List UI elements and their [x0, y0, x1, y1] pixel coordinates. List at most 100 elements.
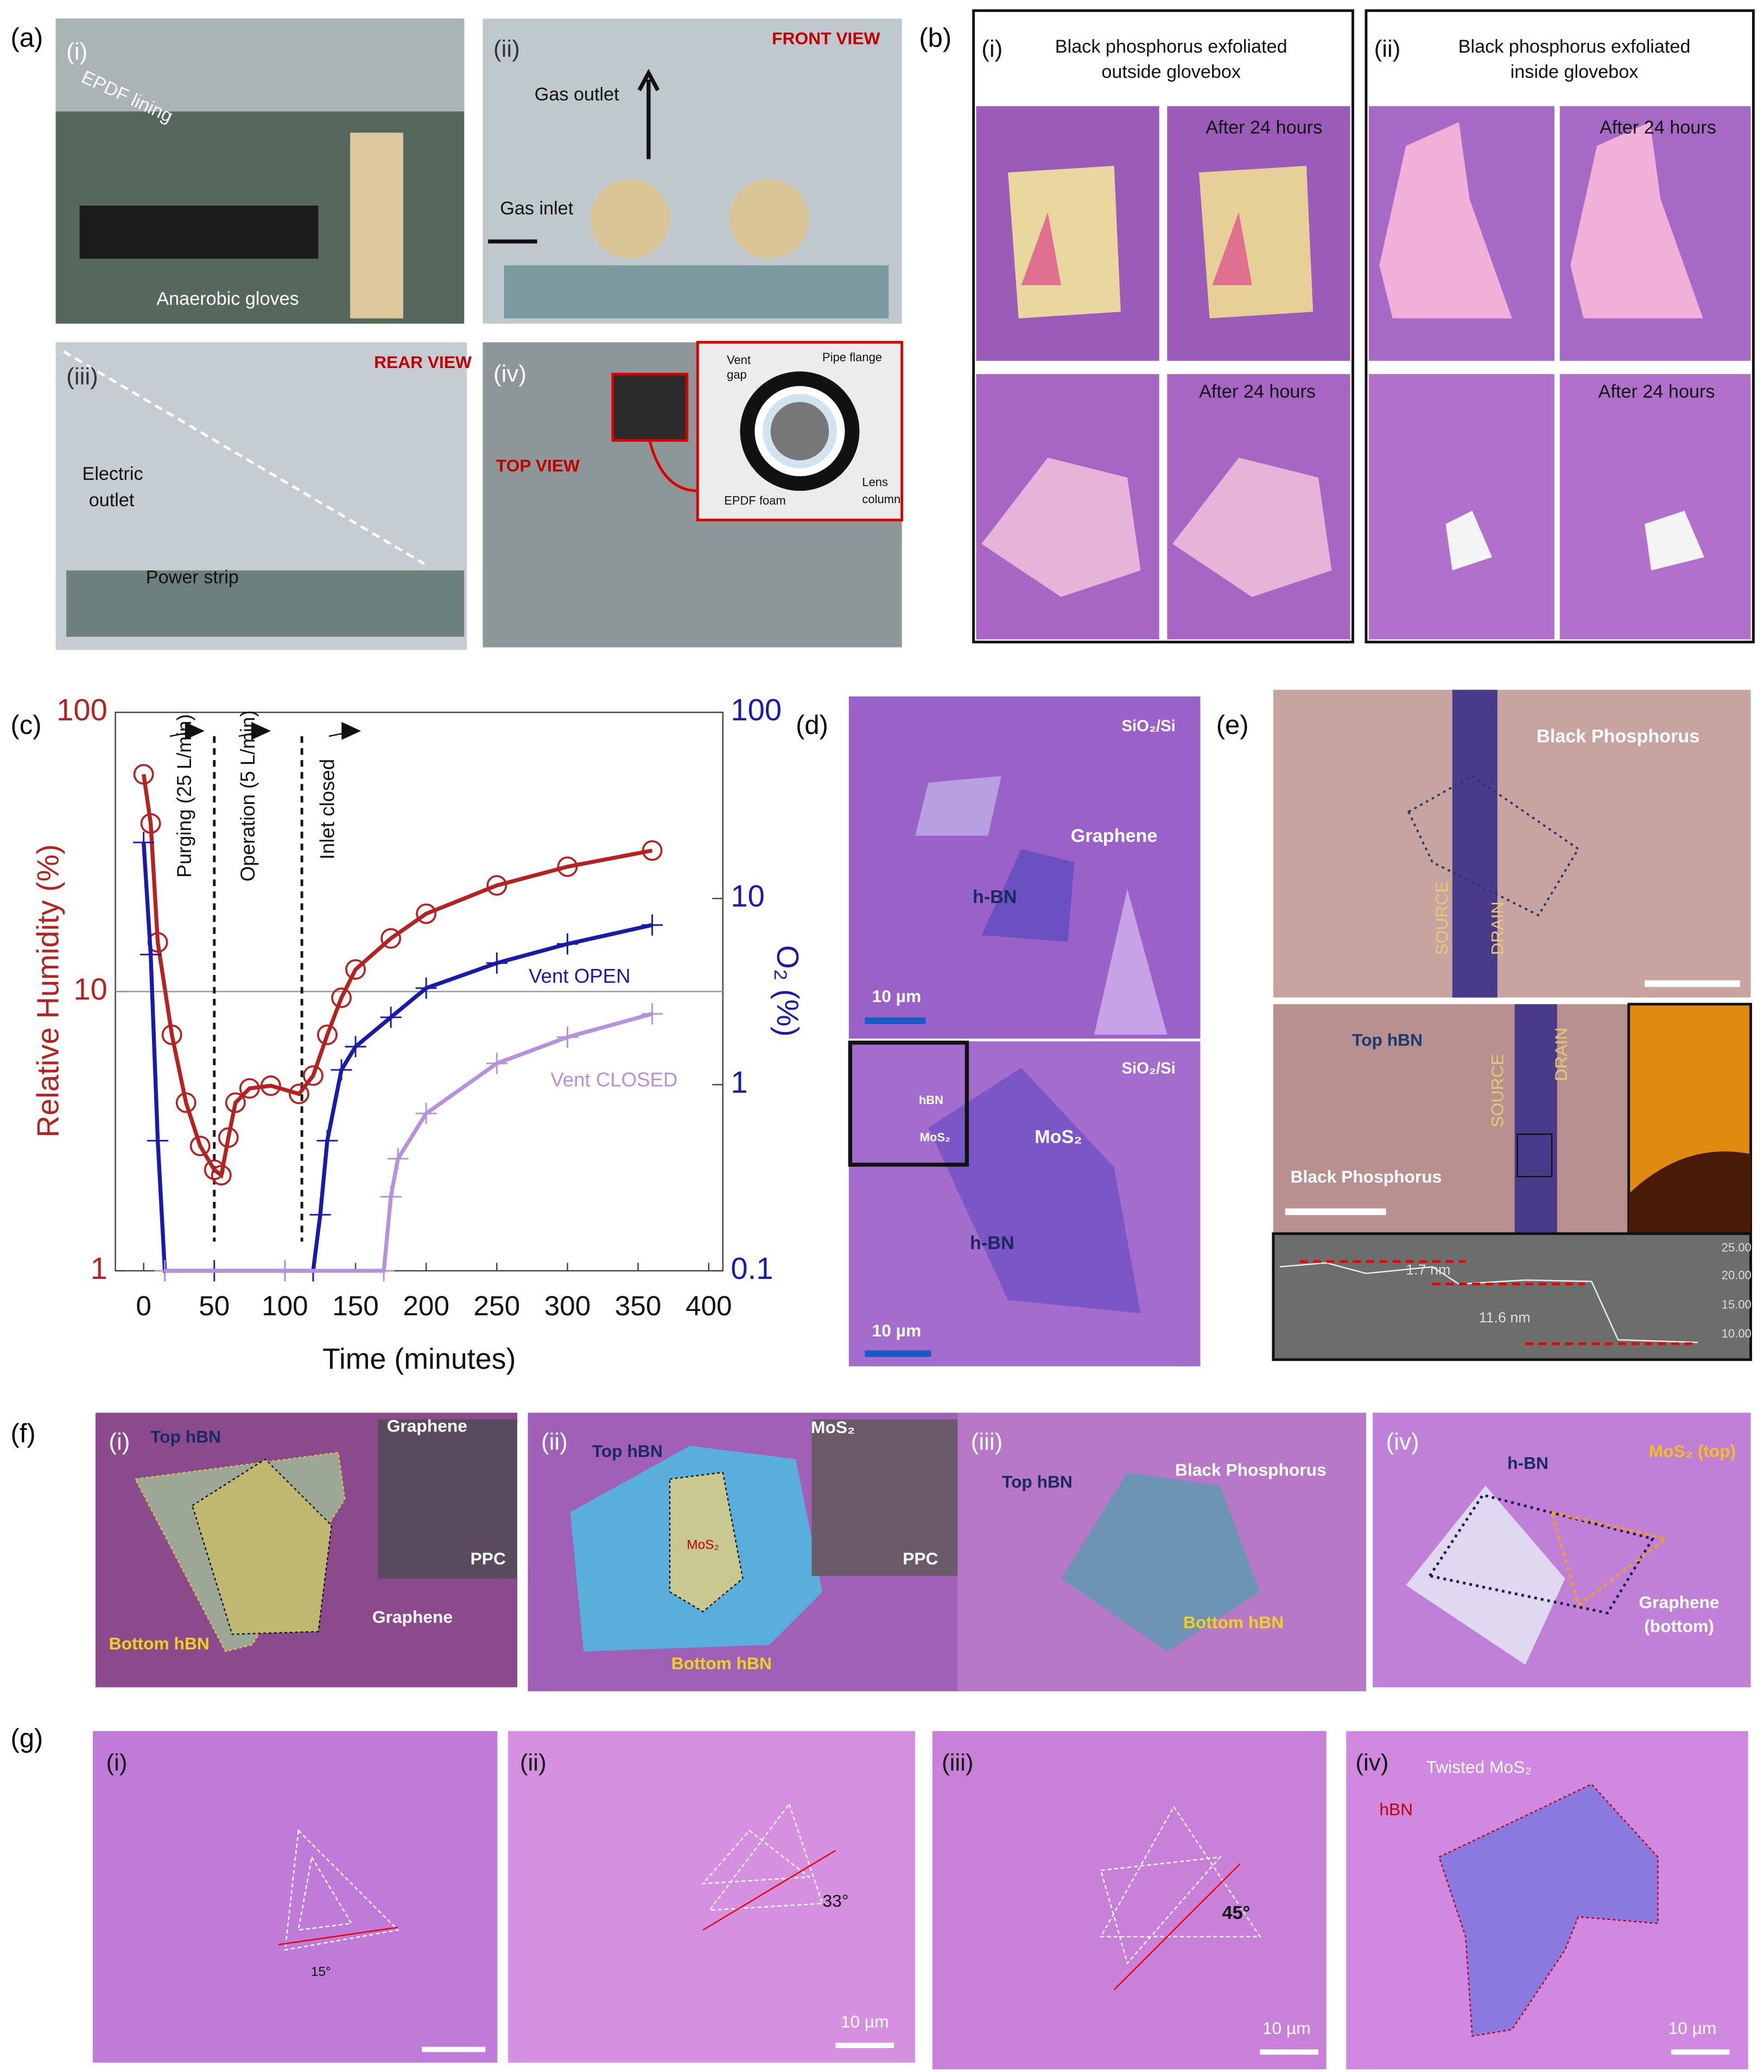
- inset: [378, 1419, 518, 1579]
- label: 20.00: [1722, 1269, 1752, 1282]
- arrow: [169, 721, 205, 740]
- label: gap: [727, 367, 747, 381]
- label: Black phosphorus exfoliated: [1458, 36, 1691, 57]
- outline: [701, 1802, 823, 1911]
- label: (ii): [1374, 36, 1401, 62]
- marker: [189, 1136, 211, 1156]
- label: Bottom hBN: [109, 1634, 210, 1653]
- inset-box: [848, 1041, 969, 1167]
- label: (ii): [541, 1428, 568, 1455]
- flake: [1199, 166, 1314, 319]
- label: PPC: [471, 1549, 506, 1568]
- dashed-line: [63, 350, 426, 565]
- flake: [1008, 166, 1121, 319]
- marker: [204, 1159, 225, 1180]
- panel-label: (c): [11, 711, 42, 740]
- label: MoS₂: [1035, 1127, 1082, 1148]
- label: 45°: [1222, 1903, 1251, 1923]
- marker: [316, 1130, 338, 1151]
- marker: [303, 1065, 323, 1086]
- flake: [1061, 1472, 1260, 1652]
- label: FRONT VIEW: [772, 29, 880, 48]
- annotation: Inlet closed: [316, 759, 339, 859]
- annotation: Vent CLOSED: [550, 1068, 677, 1091]
- scale-bar: [865, 1350, 931, 1357]
- label: EPDF foam: [724, 494, 786, 508]
- flake: [915, 776, 1001, 836]
- panel-label: (d): [796, 711, 828, 740]
- electrode: [1452, 689, 1498, 998]
- scale-bar: [1671, 2049, 1730, 2055]
- flake: [1570, 122, 1703, 319]
- photo-region: [590, 179, 670, 259]
- y2-tick-label: 0.1: [731, 1251, 773, 1285]
- micrograph: [932, 1731, 1327, 2070]
- scale-bar: [1645, 980, 1741, 987]
- label: 15°: [311, 1965, 331, 1979]
- label: Black phosphorus exfoliated: [1055, 36, 1287, 57]
- label: 10 µm: [1668, 2018, 1717, 2038]
- y-tick-label: 1: [91, 1251, 107, 1285]
- label: 33°: [822, 1891, 848, 1911]
- flake: [1094, 889, 1167, 1035]
- label: Bottom hBN: [671, 1653, 772, 1673]
- flake: [1021, 212, 1061, 286]
- marker: [133, 764, 154, 785]
- arrow: [328, 721, 361, 740]
- x-tick-label: 100: [262, 1290, 308, 1321]
- series-line: [142, 774, 653, 1179]
- label: Graphene: [387, 1416, 467, 1436]
- photo-region: [504, 265, 889, 319]
- label: Power strip: [146, 567, 239, 587]
- label: Twisted MoS₂: [1426, 1757, 1532, 1777]
- label: Bottom hBN: [1183, 1612, 1284, 1632]
- label: SOURCE: [1432, 882, 1451, 955]
- marker: [642, 840, 663, 861]
- level-line: [1299, 1260, 1698, 1345]
- marker: [309, 1204, 331, 1226]
- chart: 0 50 100 150 200 250 300 350 400 1 10 100 0.1 1 10 100 T…: [31, 693, 805, 1375]
- marker: [642, 1003, 663, 1025]
- scale-bar: [1260, 2049, 1318, 2055]
- y-axis-label: Relative Humidity (%): [31, 844, 65, 1137]
- label: Lens: [862, 475, 888, 489]
- label: SiO₂/Si: [1121, 717, 1175, 735]
- micrograph: [1368, 374, 1554, 639]
- x-tick-label: 300: [544, 1290, 591, 1321]
- marker: [331, 987, 352, 1009]
- label: (ii): [520, 1750, 547, 1776]
- micrograph: [507, 1731, 916, 2063]
- label: (iii): [66, 363, 98, 390]
- flake: [1379, 122, 1512, 319]
- marker: [380, 1006, 402, 1028]
- scale-bar: [1285, 1208, 1386, 1215]
- label: Graphene: [1639, 1593, 1719, 1612]
- marker: [345, 959, 366, 980]
- micrograph: [93, 1731, 498, 2063]
- y2-tick-label: 10: [731, 879, 764, 913]
- inset-box: [1516, 1133, 1553, 1177]
- x-tick-label: 50: [199, 1290, 230, 1321]
- y-tick-label: 10: [73, 972, 107, 1006]
- label: outlet: [89, 490, 135, 511]
- marker: [642, 914, 663, 936]
- profile: [1272, 1232, 1753, 1361]
- series-line: [141, 842, 653, 1273]
- label: Graphene: [1071, 826, 1158, 846]
- x-axis-label: Time (minutes): [322, 1342, 516, 1375]
- label: column: [862, 492, 900, 506]
- label: (iv): [1386, 1428, 1419, 1455]
- marker: [486, 875, 507, 896]
- flake: [1172, 458, 1332, 597]
- outline: [1427, 1493, 1655, 1615]
- photo-region: [66, 570, 465, 637]
- outline: [1550, 1510, 1669, 1607]
- label: Electric: [83, 464, 143, 484]
- x-tick-label: 400: [686, 1290, 732, 1321]
- panel-label: (a): [11, 23, 43, 53]
- label: Top hBN: [150, 1427, 221, 1446]
- annotation: Purging (25 L/min): [173, 714, 195, 877]
- label: hBN: [919, 1093, 943, 1107]
- label: Graphene: [372, 1607, 453, 1627]
